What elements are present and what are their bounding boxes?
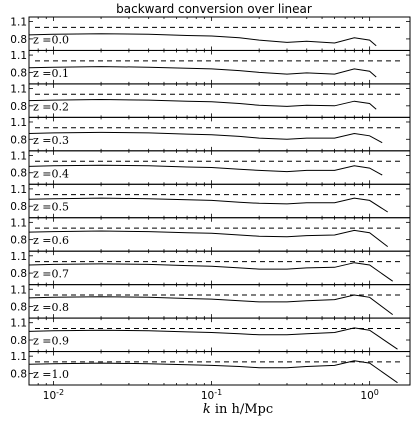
x-axis-label: k in h/Mpc bbox=[203, 402, 273, 417]
panel-label: z =0.2 bbox=[33, 100, 69, 113]
y-tick-label: 1.1 bbox=[10, 351, 27, 363]
panel-8: 1.1 0.8 z =0.8 bbox=[10, 284, 411, 319]
x-tick-labels: 10-2 10-1 100 bbox=[43, 388, 379, 402]
y-tick-label: 0.8 bbox=[10, 302, 27, 314]
y-tick-label: 0.8 bbox=[10, 168, 27, 180]
panel-frame bbox=[28, 317, 411, 353]
series-line bbox=[28, 33, 377, 47]
x-tick-label: 10-2 bbox=[43, 388, 64, 402]
panel-9: 1.1 0.8 z =0.9 bbox=[10, 317, 411, 353]
y-tick-label: 1.1 bbox=[10, 184, 27, 196]
series-line bbox=[28, 229, 389, 247]
panels-group: 1.1 0.8 z =0.0 1.1 0.8 z =0.1 1.1 0.8 z =0.2 1.1 0… bbox=[10, 16, 411, 386]
chart-title: backward conversion over linear bbox=[116, 2, 312, 16]
series-line bbox=[28, 98, 377, 110]
panel-label: z =0.6 bbox=[33, 234, 69, 247]
panel-frame bbox=[28, 217, 411, 252]
panel-label: z =0.4 bbox=[33, 167, 69, 180]
series-line bbox=[28, 294, 393, 316]
series-line bbox=[28, 262, 393, 282]
x-tick-base: 10 bbox=[360, 390, 373, 402]
panel-label: z =0.9 bbox=[33, 335, 69, 348]
y-tick-label: 1.1 bbox=[10, 84, 27, 96]
x-tick-base: 10 bbox=[201, 390, 214, 402]
y-tick-label: 0.8 bbox=[10, 134, 27, 146]
x-tick-exp: 0 bbox=[374, 388, 379, 397]
panel-frame bbox=[28, 351, 411, 386]
panel-5: 1.1 0.8 z =0.5 bbox=[10, 183, 411, 219]
x-axis-label-rest: in h/Mpc bbox=[211, 402, 273, 417]
x-tick-label: 100 bbox=[360, 388, 378, 402]
x-tick-base: 10 bbox=[43, 390, 56, 402]
y-tick-label: 0.8 bbox=[10, 34, 27, 46]
series-line bbox=[28, 360, 398, 384]
series-line bbox=[28, 327, 398, 350]
series-line bbox=[28, 197, 388, 213]
panel-label: z =1.0 bbox=[33, 368, 69, 381]
y-tick-label: 0.8 bbox=[10, 67, 27, 79]
y-tick-label: 1.1 bbox=[10, 217, 27, 229]
y-tick-label: 1.1 bbox=[10, 251, 27, 263]
series-line bbox=[28, 131, 383, 144]
panel-0: 1.1 0.8 z =0.0 bbox=[10, 16, 411, 51]
y-tick-label: 1.1 bbox=[10, 318, 27, 330]
series-line bbox=[28, 164, 383, 176]
panel-frame bbox=[28, 250, 411, 286]
x-axis-label-var: k bbox=[203, 402, 211, 417]
y-tick-label: 0.8 bbox=[10, 268, 27, 280]
x-tick-exp: -2 bbox=[56, 388, 64, 397]
series-line bbox=[28, 66, 377, 78]
panel-7: 1.1 0.8 z =0.7 bbox=[10, 250, 411, 286]
panel-1: 1.1 0.8 z =0.1 bbox=[10, 49, 411, 85]
panel-label: z =0.3 bbox=[33, 134, 69, 147]
panel-label: z =0.5 bbox=[33, 201, 69, 214]
panel-frame bbox=[28, 83, 411, 118]
y-tick-label: 0.8 bbox=[10, 101, 27, 113]
y-tick-label: 0.8 bbox=[10, 201, 27, 213]
panel-label: z =0.7 bbox=[33, 268, 69, 281]
y-tick-label: 1.1 bbox=[10, 17, 27, 29]
panel-3: 1.1 0.8 z =0.3 bbox=[10, 116, 411, 152]
x-tick-exp: -1 bbox=[214, 388, 222, 397]
y-tick-label: 1.1 bbox=[10, 117, 27, 129]
panel-label: z =0.0 bbox=[33, 33, 69, 46]
panel-2: 1.1 0.8 z =0.2 bbox=[10, 83, 411, 118]
x-tick-label: 10-1 bbox=[201, 388, 222, 402]
y-tick-label: 0.8 bbox=[10, 235, 27, 247]
panel-4: 1.1 0.8 z =0.4 bbox=[10, 150, 411, 185]
panel-6: 1.1 0.8 z =0.6 bbox=[10, 217, 411, 252]
y-tick-label: 1.1 bbox=[10, 284, 27, 296]
panel-label: z =0.1 bbox=[33, 67, 69, 80]
panel-label: z =0.8 bbox=[33, 301, 69, 314]
y-tick-label: 1.1 bbox=[10, 50, 27, 62]
y-tick-label: 1.1 bbox=[10, 150, 27, 162]
panel-10: 1.1 0.8 z =1.0 bbox=[10, 351, 411, 386]
panel-frame bbox=[28, 284, 411, 319]
y-tick-label: 0.8 bbox=[10, 368, 27, 380]
y-tick-label: 0.8 bbox=[10, 335, 27, 347]
